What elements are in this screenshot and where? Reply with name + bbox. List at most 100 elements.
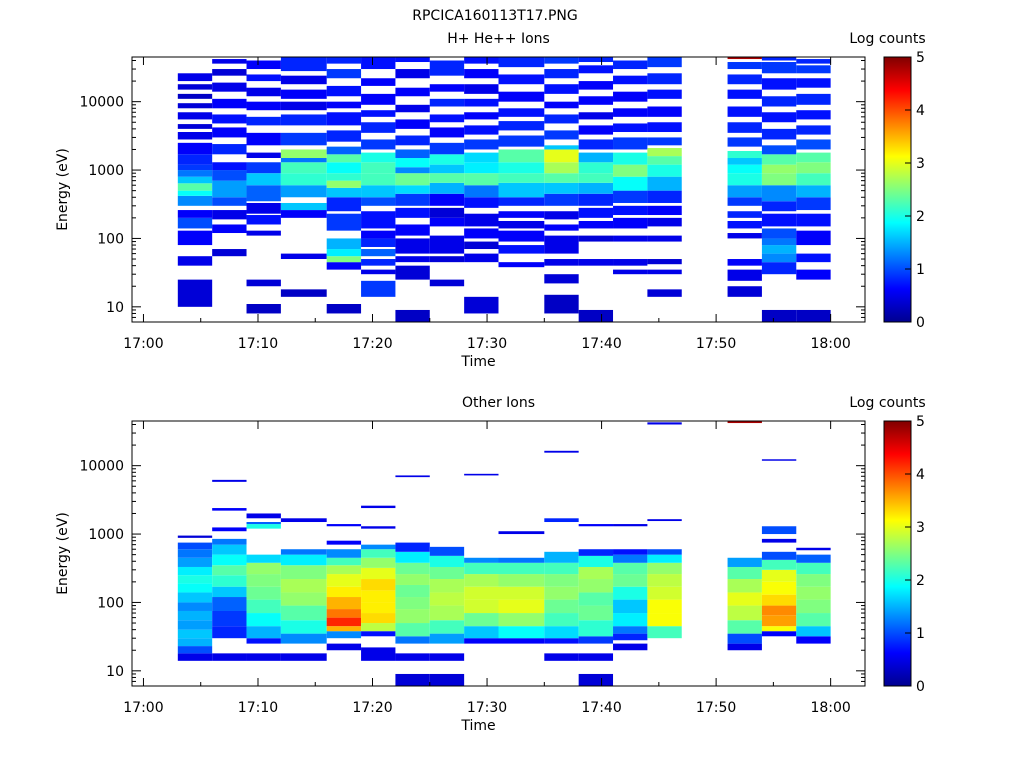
heatmap-cell [361,579,396,591]
heatmap-cell [464,574,499,587]
heatmap-cell [395,609,430,624]
heatmap-cell [395,562,430,575]
heatmap-cell [578,207,614,218]
heatmap-cell [727,643,762,651]
colorbar [883,56,912,323]
panel-title: H+ He++ Ions [447,31,550,47]
heatmap-cell [613,235,648,242]
heatmap-cell [544,574,579,587]
heatmap-cell [280,579,327,593]
heatmap-cell [498,531,545,535]
heatmap-cell [498,599,545,614]
heatmap-cell [647,156,682,165]
heatmap-cell [761,309,797,322]
heatmap-cell [212,479,247,482]
heatmap-cell [613,574,648,587]
heatmap-cell [177,535,213,538]
heatmap-cell [727,592,762,606]
heatmap-cell [544,599,579,614]
heatmap-cell [498,182,545,198]
heatmap-cell [761,112,797,123]
heatmap-cell [429,164,465,174]
heatmap-cell [395,193,430,206]
heatmap-cell [429,592,465,606]
heatmap-cell [761,154,797,165]
heatmap-cell [395,224,430,236]
heatmap-cell [280,173,327,186]
heatmap-cell [498,262,545,268]
x-tick-label: 18:00 [810,336,850,352]
heatmap-cell [395,149,430,159]
heatmap-cell [727,220,762,229]
heatmap-cell [361,93,396,105]
heatmap-cell [578,173,614,183]
heatmap-cell [361,623,396,632]
heatmap-cell [395,104,430,113]
heatmap-cell [361,505,396,509]
heatmap-cell [280,158,327,163]
heatmap-cell [498,162,545,174]
heatmap-cell [544,586,579,600]
y-tick-label: 100 [97,231,124,247]
heatmap-cell [544,182,579,194]
heatmap-cell [647,205,682,216]
heatmap-cell [498,197,545,206]
heatmap-cell [429,193,465,206]
heatmap-cell [761,145,797,155]
heatmap-cell [727,605,762,621]
heatmap-cell [613,599,648,614]
heatmap-cell [613,123,648,133]
heatmap-cell [395,57,430,63]
heatmap-cell [544,211,579,220]
heatmap-cell [796,547,831,551]
heatmap-cell [498,613,545,627]
heatmap-cell [246,599,281,614]
heatmap-cell [361,230,396,239]
heatmap-cell [326,597,362,610]
heatmap-cell [246,230,281,236]
colorbar-tick-label: 2 [916,209,925,225]
heatmap-cell [361,567,396,580]
y-axis-label: Energy (eV) [55,512,71,595]
heatmap-cell [464,241,499,250]
heatmap-cell [796,125,831,135]
heatmap-cell [761,626,797,632]
x-tick-label: 17:40 [581,336,621,352]
heatmap-cell [177,646,213,654]
heatmap-cell [177,195,213,206]
heatmap-cell [544,173,579,183]
heatmap-cell [727,579,762,593]
heatmap-cell [578,220,614,229]
heatmap-cell [429,142,465,155]
heatmap-cell [177,583,213,593]
heatmap-cell [429,114,465,123]
heatmap-cell [613,643,648,651]
heatmap-cell [361,647,396,661]
heatmap-cell [727,557,762,567]
heatmap-cell [361,557,396,568]
heatmap-cell [498,638,545,644]
heatmap-cell [326,617,362,627]
x-axis-label: Time [460,718,495,734]
heatmap-cell [395,542,430,552]
heatmap-cell [578,549,614,556]
heatmap-cell [395,623,430,637]
heatmap-cell [796,574,831,587]
heatmap-cell [761,594,797,606]
heatmap-cell [177,103,213,109]
heatmap-cell [280,518,327,523]
heatmap-cell [361,122,396,133]
heatmap-cell [796,152,831,163]
heatmap-cell [326,112,362,126]
heatmap-cell [727,269,762,281]
panel-other-ions: Other Ions 17:00 17:10 17:20 17:30 17:40 17:50… [55,395,926,734]
heatmap-cell [498,626,545,639]
heatmap-cell [395,597,430,610]
heatmap-cell [761,551,797,560]
heatmap-cell [464,613,499,627]
heatmap-cell [498,574,545,587]
heatmap-cell [246,586,281,600]
heatmap-cell [796,78,831,88]
heatmap-cell [395,69,430,79]
